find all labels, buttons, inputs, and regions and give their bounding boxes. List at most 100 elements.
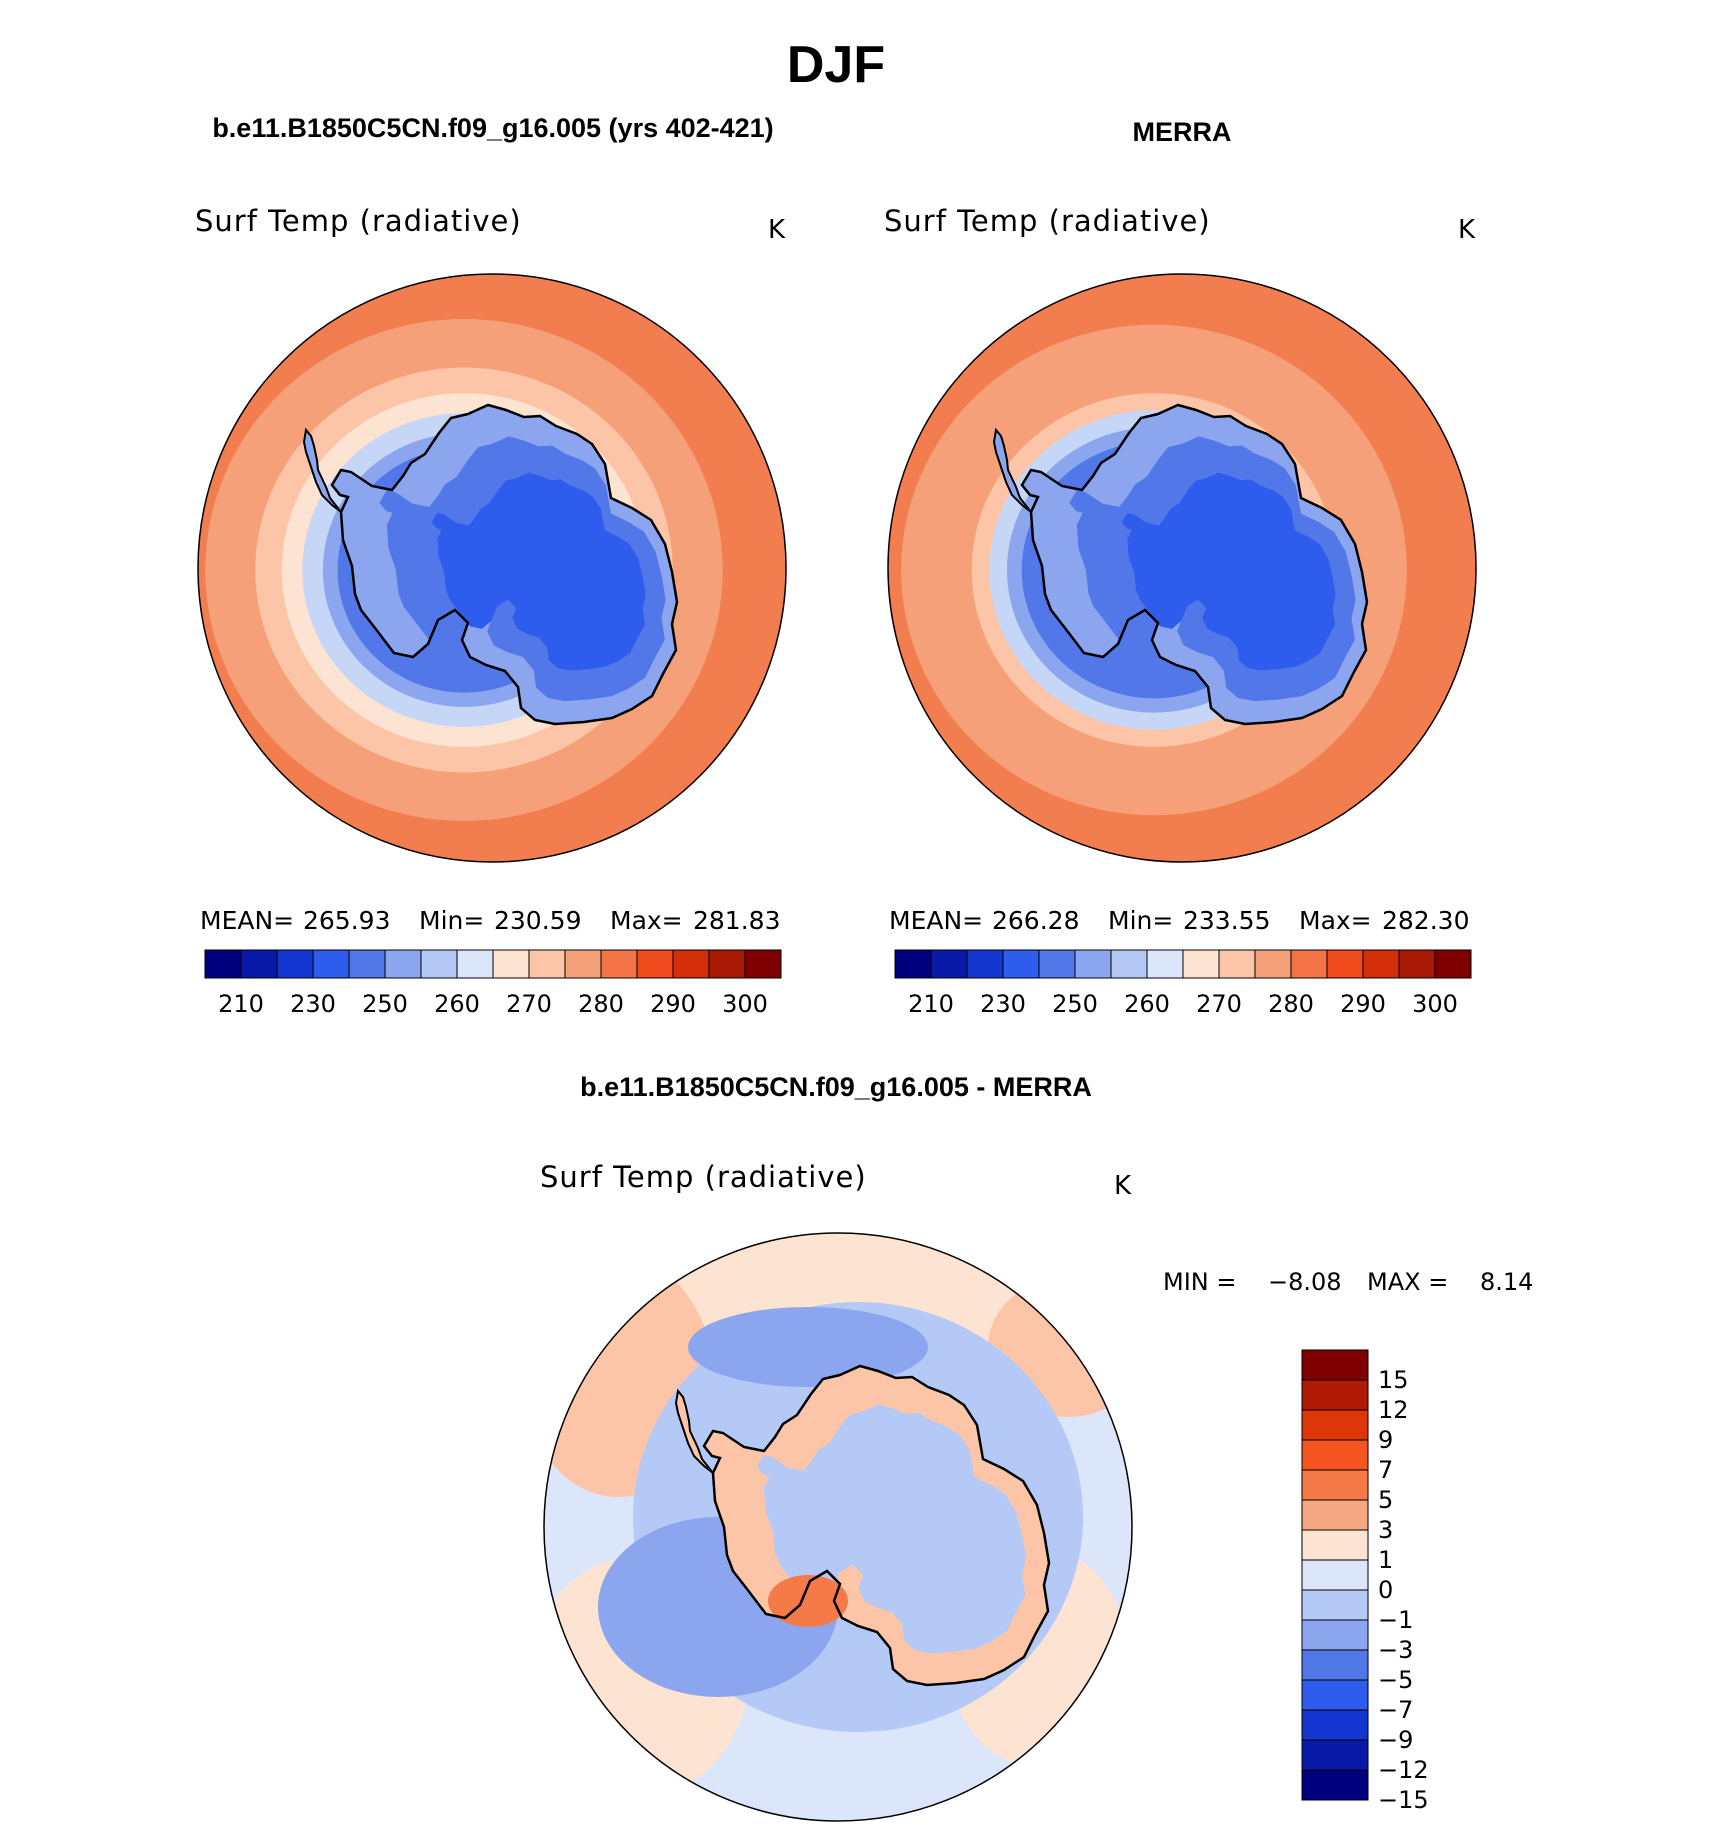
mean-label-obs: MEAN=	[889, 906, 983, 935]
colorbar-swatch	[1074, 949, 1112, 979]
colorbar-swatch	[672, 949, 710, 979]
polar-map-difference	[544, 1233, 1132, 1821]
colorbar-swatch	[204, 949, 242, 979]
colorbar-tick-label: 210	[218, 990, 264, 1018]
colorbar-tick-label: 0	[1378, 1576, 1393, 1604]
units-label-model: K	[768, 215, 786, 245]
temperature-contours-obs	[901, 324, 1407, 816]
colorbar-swatch	[384, 949, 422, 979]
colorbar-swatch	[348, 949, 386, 979]
colorbar-swatch	[456, 949, 494, 979]
panel-title-model: b.e11.B1850C5CN.f09_g16.005 (yrs 402-421…	[212, 113, 773, 143]
map-boundary-model	[197, 273, 787, 863]
colorbar-tick-label: 15	[1378, 1366, 1409, 1394]
colorbar-swatch	[1254, 949, 1292, 979]
figure-title: DJF	[787, 36, 885, 94]
colorbar-tick-label: −15	[1378, 1786, 1429, 1814]
max-value-obs: 282.30	[1382, 906, 1469, 935]
max-label-obs: Max=	[1299, 906, 1372, 935]
colorbar-swatch	[1301, 1529, 1369, 1561]
polar-map-obs	[888, 274, 1476, 862]
colorbar-swatch	[1301, 1589, 1369, 1621]
colorbar-tick-label: 290	[1340, 990, 1386, 1018]
colorbar-swatch	[564, 949, 602, 979]
diff-panel-title: b.e11.B1850C5CN.f09_g16.005 - MERRA	[580, 1072, 1092, 1102]
colorbar-swatch	[636, 949, 674, 979]
colorbar-obs: 210 230 250 260 270 280 290 300	[894, 949, 1472, 1018]
diff-max-label: MAX =	[1367, 1268, 1448, 1296]
colorbar-swatch	[1398, 949, 1436, 979]
colorbar-swatch	[1301, 1739, 1369, 1771]
units-label-obs: K	[1458, 215, 1476, 245]
colorbar-swatch	[1301, 1409, 1369, 1441]
colorbar-tick-label: 300	[722, 990, 768, 1018]
min-label-model: Min=	[419, 906, 484, 935]
colorbar-swatch	[1290, 949, 1328, 979]
colorbar-swatch	[1110, 949, 1148, 979]
temperature-contours-model	[205, 319, 723, 821]
colorbar-swatch	[1002, 949, 1040, 979]
colorbar-tick-label: 250	[362, 990, 408, 1018]
mean-value-obs: 266.28	[992, 906, 1079, 935]
difference-contours	[544, 1233, 1132, 1797]
colorbar-tick-label: 300	[1412, 990, 1458, 1018]
colorbar-swatch	[894, 949, 932, 979]
colorbar-swatch	[1301, 1559, 1369, 1591]
colorbar-tick-label: 250	[1052, 990, 1098, 1018]
variable-label-model: Surf Temp (radiative)	[195, 204, 522, 238]
colorbar-tick-label: 260	[434, 990, 480, 1018]
colorbar-swatch	[420, 949, 458, 979]
colorbar-tick-label: 280	[1268, 990, 1314, 1018]
min-value-obs: 233.55	[1183, 906, 1270, 935]
colorbar-swatch	[1218, 949, 1256, 979]
colorbar-swatch	[492, 949, 530, 979]
max-label-model: Max=	[610, 906, 683, 935]
colorbar-swatch	[708, 949, 746, 979]
colorbar-tick-label: 7	[1378, 1456, 1393, 1484]
colorbar-swatch	[1301, 1439, 1369, 1471]
colorbar-swatch	[1301, 1709, 1369, 1741]
min-value-model: 230.59	[494, 906, 581, 935]
colorbar-tick-label: 290	[650, 990, 696, 1018]
mean-value-model: 265.93	[303, 906, 390, 935]
colorbar-swatch	[966, 949, 1004, 979]
colorbar-swatch	[1182, 949, 1220, 979]
colorbar-swatch	[1146, 949, 1184, 979]
colorbar-swatch	[1301, 1619, 1369, 1651]
colorbar-swatch	[1326, 949, 1364, 979]
colorbar-swatch	[744, 949, 782, 979]
colorbar-swatch	[528, 949, 566, 979]
colorbar-swatch	[1301, 1349, 1369, 1381]
diff-min-label: MIN =	[1163, 1268, 1236, 1296]
mean-label-model: MEAN=	[200, 906, 294, 935]
panel-title-obs: MERRA	[1133, 117, 1232, 147]
diff-max-value: 8.14	[1480, 1268, 1533, 1296]
colorbar-tick-label: −12	[1378, 1756, 1429, 1784]
variable-label-diff: Surf Temp (radiative)	[540, 1160, 867, 1194]
colorbar-swatch	[930, 949, 968, 979]
difference-contour-band	[688, 1307, 928, 1387]
colorbar-swatch	[312, 949, 350, 979]
diff-min-value: −8.08	[1268, 1268, 1342, 1296]
min-label-obs: Min=	[1108, 906, 1173, 935]
units-label-diff: K	[1114, 1171, 1132, 1201]
colorbar-tick-label: 230	[290, 990, 336, 1018]
colorbar-tick-label: 9	[1378, 1426, 1393, 1454]
colorbar-tick-label: 270	[506, 990, 552, 1018]
colorbar-swatch	[1301, 1769, 1369, 1801]
map-boundary-obs	[887, 273, 1477, 863]
colorbar-tick-label: 5	[1378, 1486, 1393, 1514]
max-value-model: 281.83	[693, 906, 780, 935]
map-boundary-difference	[543, 1232, 1133, 1822]
colorbar-tick-label: −9	[1378, 1726, 1413, 1754]
colorbar-swatch	[276, 949, 314, 979]
colorbar-tick-label: 270	[1196, 990, 1242, 1018]
colorbar-swatch	[240, 949, 278, 979]
colorbar-tick-label: 3	[1378, 1516, 1393, 1544]
variable-label-obs: Surf Temp (radiative)	[884, 204, 1211, 238]
colorbar-swatch	[1301, 1649, 1369, 1681]
colorbar-swatch	[1301, 1469, 1369, 1501]
colorbar-tick-label: 230	[980, 990, 1026, 1018]
